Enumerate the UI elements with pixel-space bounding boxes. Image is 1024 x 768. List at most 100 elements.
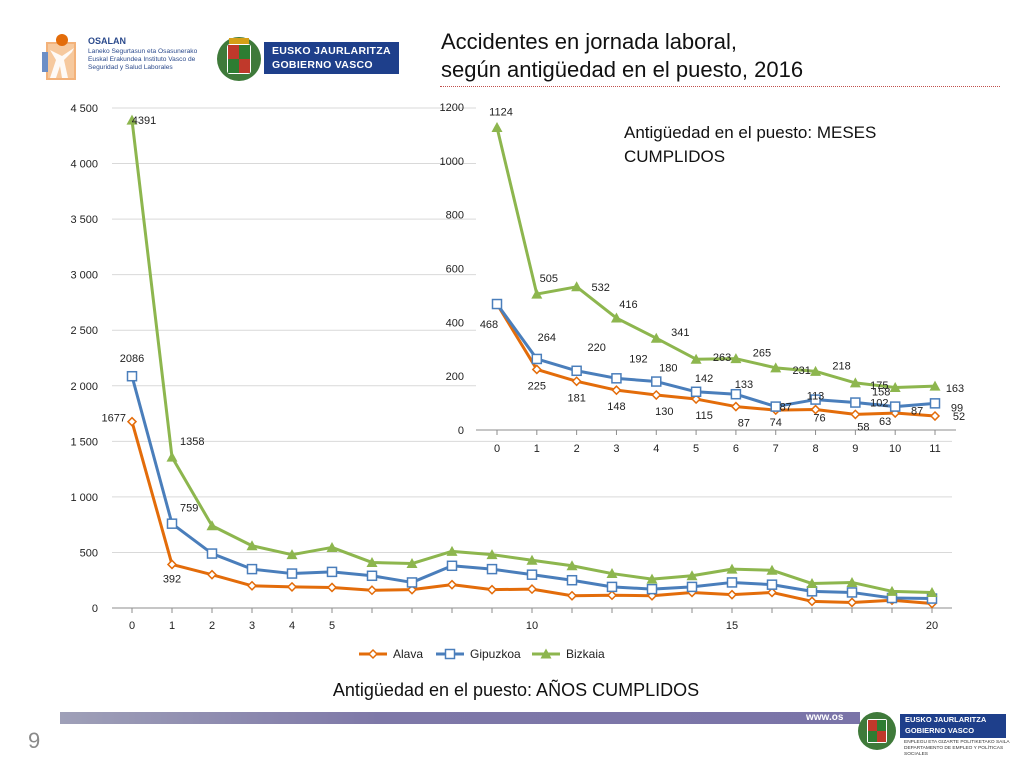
main-point-bizkaia	[366, 556, 378, 567]
inset-data-label: 87	[738, 418, 750, 430]
legend-label-alava: Alava	[393, 647, 423, 661]
main-point-bizkaia	[406, 558, 418, 569]
main-point-gipuzkoa	[406, 577, 418, 588]
page-number: 9	[28, 728, 41, 753]
main-point-bizkaia	[566, 560, 578, 571]
inset-data-label: 148	[607, 401, 625, 413]
inset-point-alava	[651, 389, 662, 401]
inset-series-line-gipuzkoa	[495, 303, 936, 409]
main-point-bizkaia	[166, 451, 178, 462]
inset-background	[476, 99, 960, 434]
inset-data-label: 181	[567, 392, 585, 404]
inset-data-label: 218	[832, 360, 850, 372]
inset-point-gipuzkoa	[850, 397, 861, 408]
inset-point-bizkaia	[571, 281, 583, 292]
inset-y-tick-label: 600	[446, 264, 464, 276]
main-data-label: 1358	[180, 436, 204, 448]
main-point-gipuzkoa	[726, 577, 738, 588]
inset-data-label: 87	[911, 406, 923, 418]
main-x-tick-label: 15	[726, 620, 738, 632]
main-point-gipuzkoa	[806, 586, 818, 597]
main-point-bizkaia	[646, 573, 658, 584]
main-y-tick-label: 2 500	[70, 325, 98, 337]
main-point-gipuzkoa	[686, 581, 698, 593]
main-point-alava	[846, 597, 858, 608]
inset-y-tick-label: 1200	[440, 102, 464, 114]
main-point-alava	[486, 584, 498, 595]
main-data-label: 2086	[120, 353, 144, 365]
legend-label-gipuzkoa: Gipuzkoa	[470, 647, 521, 661]
main-point-gipuzkoa	[606, 581, 618, 593]
inset-point-alava	[691, 393, 702, 405]
inset-x-tick-label: 1	[534, 443, 540, 455]
inset-data-label: 158	[872, 386, 890, 398]
inset-point-gipuzkoa	[770, 401, 781, 412]
inset-point-gipuzkoa	[531, 353, 543, 365]
inset-point-bizkaia	[849, 377, 861, 388]
inset-point-alava	[929, 410, 941, 422]
legend-marker-alava	[367, 648, 379, 660]
inset-point-alava	[810, 404, 821, 415]
inset-x-tick-label: 4	[653, 443, 659, 455]
main-point-bizkaia	[206, 520, 218, 531]
inset-x-tick-label: 8	[812, 443, 818, 455]
inset-data-label: 99	[951, 402, 963, 414]
main-point-gipuzkoa	[846, 587, 858, 598]
inset-point-gipuzkoa	[690, 386, 702, 398]
inset-title-line1: Antigüedad en el puesto: MESES	[624, 123, 876, 142]
inset-x-tick-label: 0	[494, 443, 500, 455]
main-y-tick-label: 4 500	[70, 103, 98, 115]
main-point-bizkaia	[926, 586, 938, 597]
osalan-logo: OSALAN Laneko Segurtasun eta Osasunerako…	[42, 32, 202, 88]
inset-data-label: 130	[655, 406, 673, 418]
main-point-bizkaia	[126, 114, 138, 125]
main-x-tick-label: 1	[169, 620, 175, 632]
inset-data-label: 192	[629, 353, 647, 365]
footer-band	[60, 712, 860, 724]
inset-point-gipuzkoa	[730, 388, 742, 400]
slide-title-line2: según antigüedad en el puesto, 2016	[441, 57, 804, 82]
inset-data-label: 87	[780, 402, 792, 414]
main-point-bizkaia	[606, 568, 618, 579]
main-point-gipuzkoa	[126, 370, 138, 382]
inset-data-label: 468	[480, 319, 498, 331]
inset-x-tick-label: 10	[889, 443, 901, 455]
inset-x-tick-label: 2	[574, 443, 580, 455]
main-x-tick-label: 20	[926, 620, 938, 632]
main-point-gipuzkoa	[446, 560, 458, 572]
inset-series-line-bizkaia	[495, 127, 936, 389]
main-x-tick-label: 2	[209, 620, 215, 632]
inset-x-tick-label: 3	[613, 443, 619, 455]
main-point-alava	[726, 589, 738, 600]
main-point-alava	[126, 416, 138, 427]
gobierno-vasco-wordmark: EUSKO JAURLARITZA GOBIERNO VASCO	[264, 42, 399, 74]
main-point-alava	[566, 590, 578, 601]
main-point-alava	[766, 587, 778, 598]
footer-url: www.os	[806, 712, 844, 723]
inset-data-label: 505	[540, 273, 558, 285]
main-point-alava	[606, 590, 618, 601]
main-point-bizkaia	[766, 564, 778, 575]
inset-point-gipuzkoa	[651, 376, 662, 387]
inset-data-label: 58	[857, 421, 869, 433]
inset-point-bizkaia	[889, 381, 901, 392]
inset-data-label: 231	[793, 365, 811, 377]
main-point-alava	[806, 596, 818, 607]
inset-point-alava	[531, 364, 542, 375]
inset-point-bizkaia	[650, 332, 662, 343]
main-x-tick-label: 5	[329, 620, 335, 632]
osalan-subtitle: Laneko Segurtasun eta Osasunerako Euskal…	[88, 48, 198, 71]
main-data-label: 4391	[132, 115, 156, 127]
footer-gv-line2: GOBIERNO VASCO	[905, 726, 975, 735]
main-y-tick-label: 1 500	[70, 436, 98, 448]
main-y-tick-label: 500	[80, 547, 98, 559]
inset-point-bizkaia	[770, 362, 782, 373]
main-point-alava	[206, 569, 218, 580]
main-point-bizkaia	[886, 585, 898, 596]
inset-data-label: 220	[587, 342, 605, 354]
main-point-alava	[526, 584, 538, 595]
main-data-label: 392	[163, 573, 181, 585]
inset-point-gipuzkoa	[810, 394, 821, 405]
inset-point-bizkaia	[531, 288, 543, 299]
